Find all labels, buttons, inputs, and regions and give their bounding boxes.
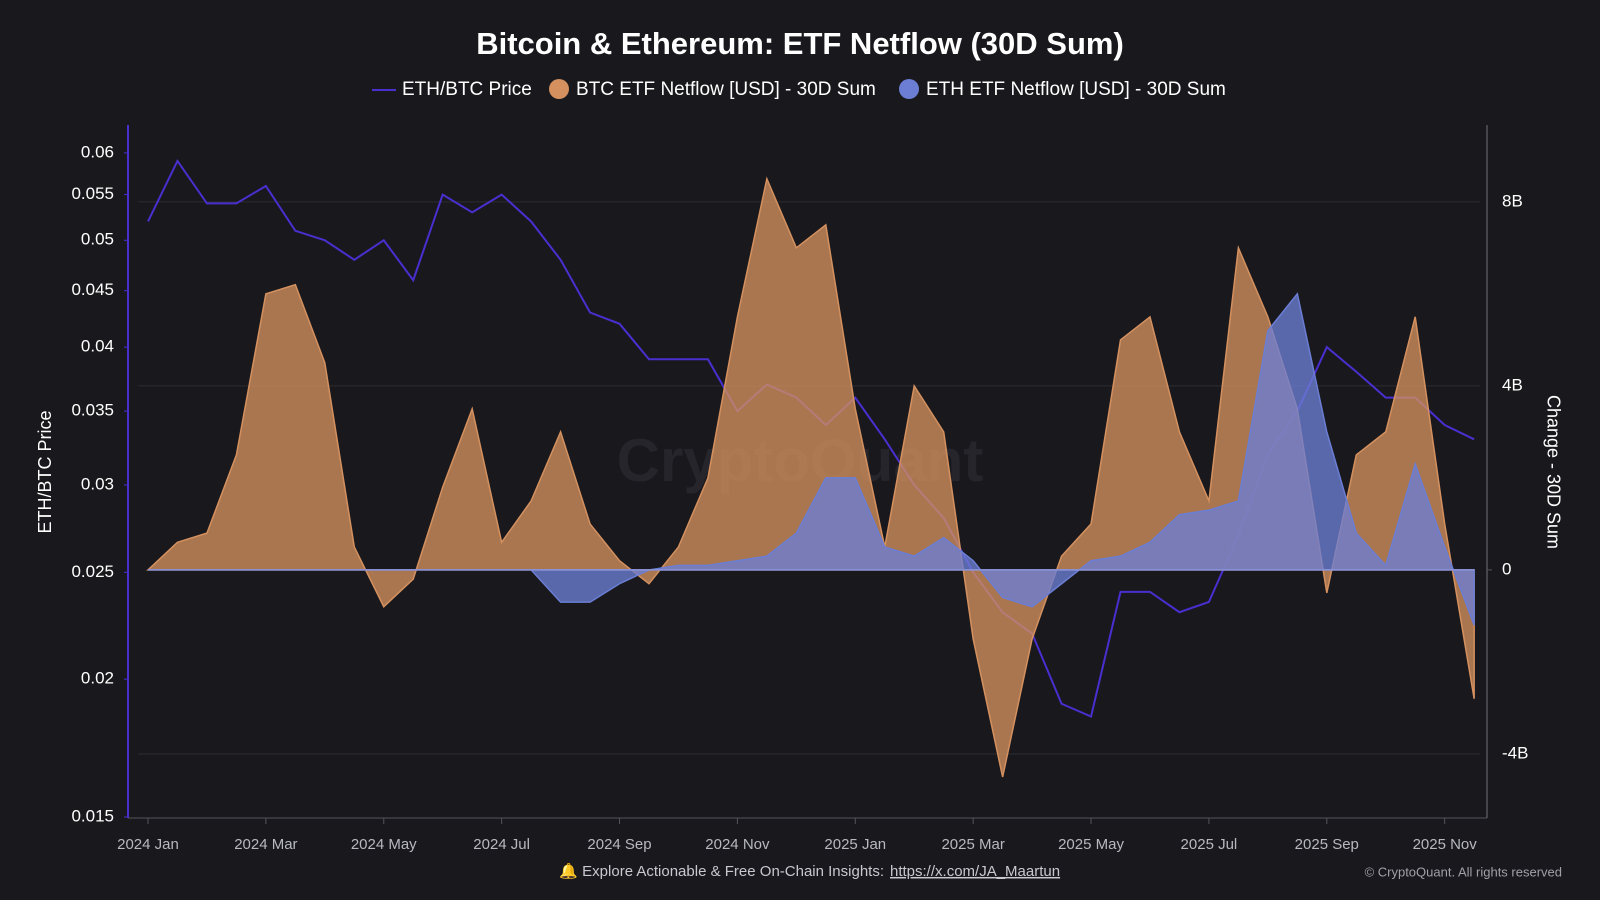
- x-tick-label: 2025 Jul: [1181, 836, 1238, 853]
- y2-tick-label: 4B: [1502, 375, 1523, 394]
- footer-text: 🔔 Explore Actionable & Free On-Chain Ins…: [559, 862, 884, 880]
- chart-title: Bitcoin & Ethereum: ETF Netflow (30D Sum…: [476, 26, 1124, 61]
- y2-tick-label: 8B: [1502, 191, 1523, 210]
- x-tick-label: 2025 Jan: [824, 836, 886, 853]
- copyright: © CryptoQuant. All rights reserved: [1365, 864, 1562, 879]
- y2-tick-label: -4B: [1502, 743, 1528, 762]
- footer-link[interactable]: https://x.com/JA_Maartun: [890, 863, 1060, 880]
- x-tick-label: 2024 Sep: [587, 836, 651, 853]
- y-tick-label: 0.055: [71, 184, 114, 203]
- x-tick-label: 2024 Nov: [705, 836, 770, 853]
- y2-axis-label: Change - 30D Sum: [1543, 395, 1563, 549]
- y-tick-label: 0.05: [81, 230, 114, 249]
- legend-swatch: [549, 79, 569, 99]
- y-tick-label: 0.015: [71, 806, 114, 825]
- legend-swatch: [899, 79, 919, 99]
- y-tick-label: 0.03: [81, 474, 114, 493]
- x-tick-label: 2025 Nov: [1413, 836, 1478, 853]
- y-tick-label: 0.025: [71, 562, 114, 581]
- x-tick-label: 2025 Sep: [1295, 836, 1359, 853]
- y-tick-label: 0.045: [71, 280, 114, 299]
- y2-tick-label: 0: [1502, 559, 1511, 578]
- y-tick-label: 0.035: [71, 401, 114, 420]
- x-tick-label: 2024 May: [351, 836, 417, 853]
- y-tick-label: 0.04: [81, 337, 114, 356]
- legend-label: BTC ETF Netflow [USD] - 30D Sum: [576, 79, 876, 100]
- x-tick-label: 2025 Mar: [941, 836, 1004, 853]
- x-tick-label: 2024 Jan: [117, 836, 179, 853]
- x-tick-label: 2024 Jul: [473, 836, 530, 853]
- legend-label: ETH ETF Netflow [USD] - 30D Sum: [926, 79, 1226, 100]
- legend-label: ETH/BTC Price: [402, 79, 532, 100]
- y-axis-label: ETH/BTC Price: [35, 410, 55, 533]
- y-tick-label: 0.02: [81, 669, 114, 688]
- x-tick-label: 2025 May: [1058, 836, 1124, 853]
- x-tick-label: 2024 Mar: [234, 836, 297, 853]
- y-tick-label: 0.06: [81, 142, 114, 161]
